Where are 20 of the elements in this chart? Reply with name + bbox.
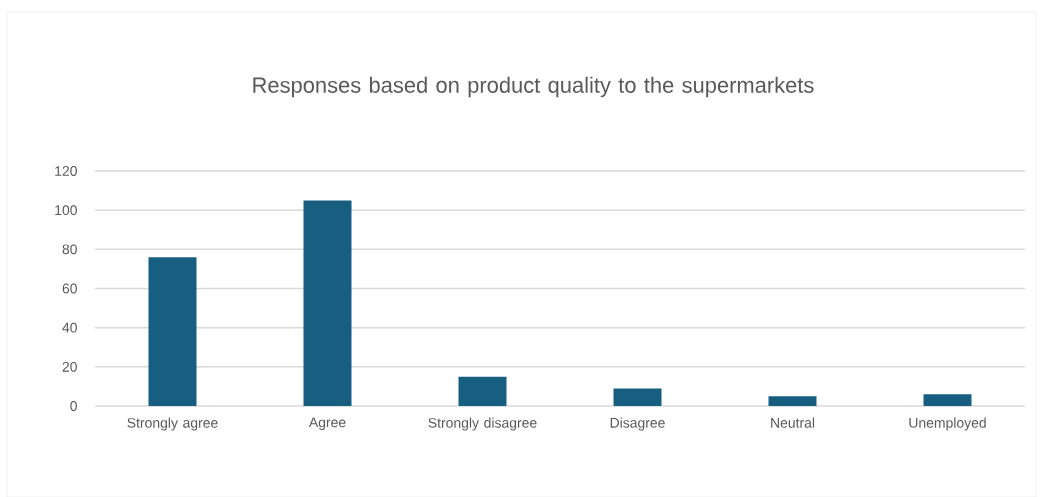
x-tick-label: Strongly agree [127,417,218,431]
x-tick-label: Strongly disagree [428,417,537,431]
x-tick-label: Unemployed [909,417,986,431]
bar [613,388,662,406]
bar [303,200,352,406]
bar [458,376,507,406]
y-tick-label: 40 [62,322,77,333]
bar [923,394,972,406]
y-tick-label: 0 [70,401,77,411]
chart-title: Responses based on product quality to the supermarkets [253,76,814,98]
y-tick-label: 120 [55,166,77,176]
y-tick-label: 60 [62,283,77,294]
y-tick-label: 80 [62,244,77,255]
bar [148,257,197,406]
x-tick-label: Disagree [610,417,665,431]
x-tick-label: Agree [308,417,346,431]
bar [768,396,817,406]
y-tick-label: 20 [62,361,77,372]
y-tick-label: 100 [55,205,77,216]
x-tick-label: Neutral [771,417,815,428]
